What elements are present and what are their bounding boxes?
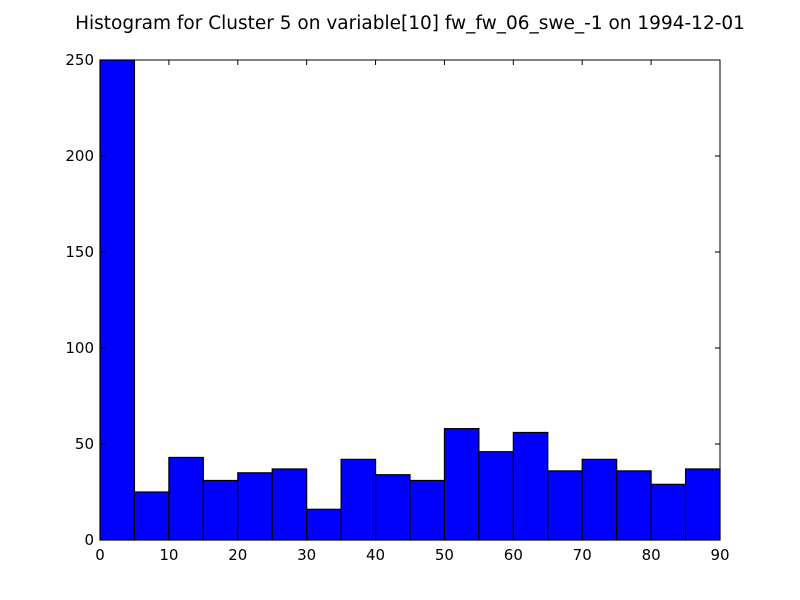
histogram-bar [650,483,687,541]
chart-title: Histogram for Cluster 5 on variable[10] … [75,13,745,34]
histogram-bar [202,479,239,541]
histogram-bar [547,470,583,541]
y-tick-label: 200 [65,147,94,165]
histogram-bar [168,456,204,541]
x-tick-label: 80 [642,546,661,564]
y-tick-label: 100 [65,339,94,357]
x-tick-label: 60 [504,546,523,564]
histogram-bar [271,468,308,541]
histogram-bar [133,491,170,541]
x-tick-label: 40 [366,546,385,564]
histogram-bar [374,474,411,541]
x-tick-label: 30 [297,546,316,564]
histogram-bar [581,458,618,541]
histogram-bar [409,479,446,541]
histogram-bar [340,458,377,541]
x-tick-label: 50 [435,546,454,564]
histogram-bar [99,59,136,541]
y-tick-label: 250 [65,51,94,69]
histogram-bar [684,468,721,541]
histogram-bar [478,451,514,541]
histogram-bar [237,472,273,541]
x-tick-label: 20 [228,546,247,564]
histogram-bar [512,431,549,541]
histogram-bar [616,470,652,541]
ticks-group: 0 10 20 30 40 50 60 70 80 90 0 50 100 150 200 250 [65,51,729,564]
histogram-bar [443,428,480,541]
x-tick-label: 0 [95,546,105,564]
x-tick-label: 90 [710,546,729,564]
bars-group [99,59,721,541]
axes-frame [99,59,721,541]
y-tick-label: 0 [84,531,94,549]
histogram-bar [306,508,342,541]
y-tick-label: 50 [75,435,94,453]
x-tick-label: 10 [159,546,178,564]
x-tick-label: 70 [573,546,592,564]
y-tick-label: 150 [65,243,94,261]
